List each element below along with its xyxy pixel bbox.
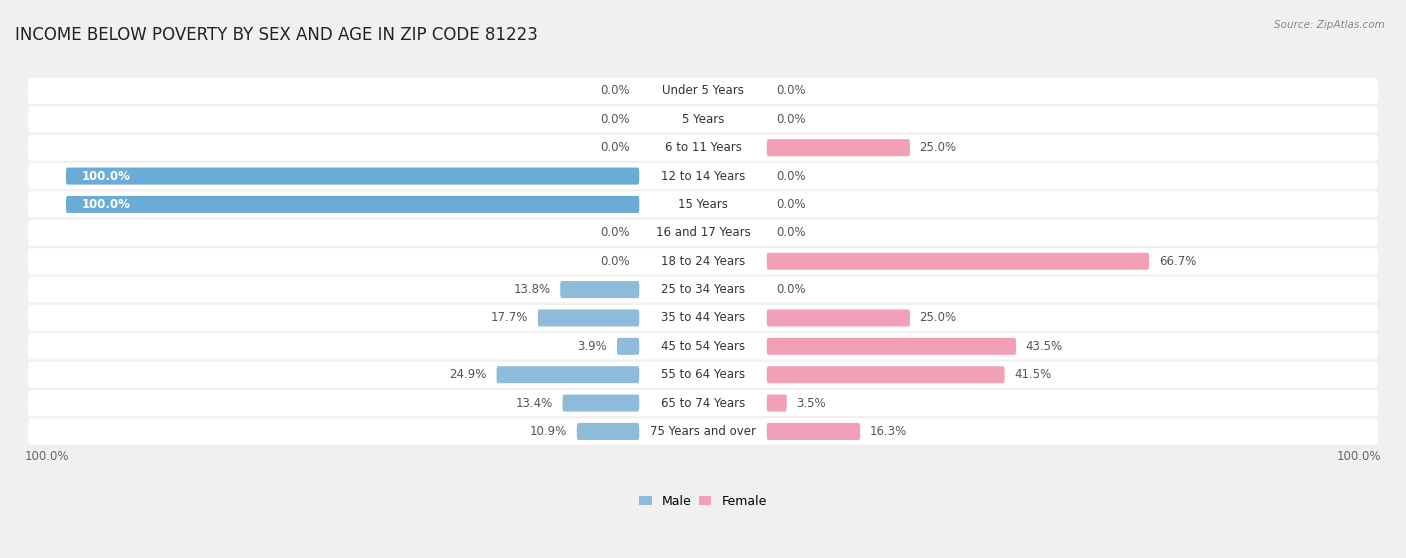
Text: 45 to 54 Years: 45 to 54 Years <box>661 340 745 353</box>
FancyBboxPatch shape <box>28 191 1378 218</box>
FancyBboxPatch shape <box>766 139 910 156</box>
Text: 100.0%: 100.0% <box>24 450 69 464</box>
FancyBboxPatch shape <box>28 362 1378 388</box>
Text: 100.0%: 100.0% <box>1337 450 1382 464</box>
Text: 55 to 64 Years: 55 to 64 Years <box>661 368 745 381</box>
Text: 0.0%: 0.0% <box>600 113 630 126</box>
Text: 3.9%: 3.9% <box>578 340 607 353</box>
Text: 0.0%: 0.0% <box>600 141 630 154</box>
Text: 0.0%: 0.0% <box>600 227 630 239</box>
FancyBboxPatch shape <box>28 78 1378 104</box>
Text: 0.0%: 0.0% <box>776 170 806 182</box>
FancyBboxPatch shape <box>766 338 1017 355</box>
FancyBboxPatch shape <box>66 196 640 213</box>
Text: 3.5%: 3.5% <box>796 397 825 410</box>
Text: 13.4%: 13.4% <box>516 397 553 410</box>
FancyBboxPatch shape <box>766 366 1005 383</box>
FancyBboxPatch shape <box>66 167 640 185</box>
Text: 75 Years and over: 75 Years and over <box>650 425 756 438</box>
Text: INCOME BELOW POVERTY BY SEX AND AGE IN ZIP CODE 81223: INCOME BELOW POVERTY BY SEX AND AGE IN Z… <box>15 26 538 44</box>
FancyBboxPatch shape <box>28 220 1378 246</box>
Text: 0.0%: 0.0% <box>776 227 806 239</box>
Text: 100.0%: 100.0% <box>82 198 131 211</box>
Text: Source: ZipAtlas.com: Source: ZipAtlas.com <box>1274 20 1385 30</box>
Text: 10.9%: 10.9% <box>530 425 567 438</box>
Text: 43.5%: 43.5% <box>1025 340 1063 353</box>
Text: 41.5%: 41.5% <box>1014 368 1052 381</box>
Text: 24.9%: 24.9% <box>450 368 486 381</box>
Text: 16 and 17 Years: 16 and 17 Years <box>655 227 751 239</box>
FancyBboxPatch shape <box>538 310 640 326</box>
FancyBboxPatch shape <box>562 395 640 412</box>
FancyBboxPatch shape <box>496 366 640 383</box>
Text: 17.7%: 17.7% <box>491 311 529 324</box>
FancyBboxPatch shape <box>576 423 640 440</box>
Text: 0.0%: 0.0% <box>600 84 630 98</box>
FancyBboxPatch shape <box>28 106 1378 132</box>
Text: 13.8%: 13.8% <box>513 283 551 296</box>
Text: 25.0%: 25.0% <box>920 311 956 324</box>
Text: 25.0%: 25.0% <box>920 141 956 154</box>
Text: 16.3%: 16.3% <box>870 425 907 438</box>
Text: 100.0%: 100.0% <box>82 170 131 182</box>
FancyBboxPatch shape <box>766 395 787 412</box>
Text: 18 to 24 Years: 18 to 24 Years <box>661 254 745 268</box>
FancyBboxPatch shape <box>766 310 910 326</box>
Text: 6 to 11 Years: 6 to 11 Years <box>665 141 741 154</box>
Text: 12 to 14 Years: 12 to 14 Years <box>661 170 745 182</box>
FancyBboxPatch shape <box>28 277 1378 302</box>
Text: 35 to 44 Years: 35 to 44 Years <box>661 311 745 324</box>
FancyBboxPatch shape <box>28 248 1378 274</box>
Text: 66.7%: 66.7% <box>1159 254 1197 268</box>
FancyBboxPatch shape <box>28 390 1378 416</box>
FancyBboxPatch shape <box>28 305 1378 331</box>
Text: 15 Years: 15 Years <box>678 198 728 211</box>
Text: 0.0%: 0.0% <box>776 113 806 126</box>
Text: 0.0%: 0.0% <box>776 84 806 98</box>
Text: 25 to 34 Years: 25 to 34 Years <box>661 283 745 296</box>
FancyBboxPatch shape <box>766 423 860 440</box>
Text: 65 to 74 Years: 65 to 74 Years <box>661 397 745 410</box>
Text: 0.0%: 0.0% <box>776 198 806 211</box>
Text: Under 5 Years: Under 5 Years <box>662 84 744 98</box>
FancyBboxPatch shape <box>28 418 1378 445</box>
FancyBboxPatch shape <box>560 281 640 298</box>
FancyBboxPatch shape <box>766 253 1149 270</box>
FancyBboxPatch shape <box>617 338 640 355</box>
Text: 0.0%: 0.0% <box>776 283 806 296</box>
FancyBboxPatch shape <box>28 163 1378 189</box>
FancyBboxPatch shape <box>28 134 1378 161</box>
Text: 5 Years: 5 Years <box>682 113 724 126</box>
FancyBboxPatch shape <box>28 333 1378 359</box>
Legend: Male, Female: Male, Female <box>634 490 772 513</box>
Text: 0.0%: 0.0% <box>600 254 630 268</box>
